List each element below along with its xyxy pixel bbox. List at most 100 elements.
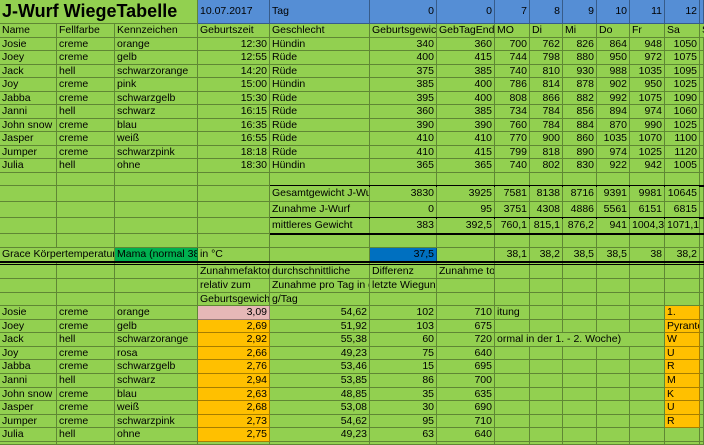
grid-cell bbox=[700, 401, 704, 415]
growth-cell: 75 bbox=[370, 346, 436, 360]
grid-cell bbox=[115, 265, 198, 279]
growth-cell: 2,94 bbox=[198, 374, 269, 387]
growth-cell: creme bbox=[57, 401, 114, 414]
grid-cell bbox=[530, 293, 563, 306]
grid-cell bbox=[563, 414, 597, 429]
puppy-cell: 360 bbox=[437, 37, 494, 50]
day-number: 0 bbox=[437, 0, 494, 23]
column-header: Do bbox=[597, 24, 629, 37]
puppy-cell: 866 bbox=[530, 91, 562, 104]
border-line bbox=[270, 233, 704, 235]
deworming-note: 1. bbox=[665, 306, 699, 319]
puppy-cell: 734 bbox=[495, 105, 529, 118]
puppy-cell: creme bbox=[57, 78, 114, 91]
summary-label: Gesamtgewicht J-Wurf bbox=[270, 186, 369, 201]
grid-cell bbox=[597, 414, 630, 429]
puppy-cell: 950 bbox=[597, 51, 629, 64]
grid-cell bbox=[115, 186, 198, 202]
summary-label: Zunahme J-Wurf bbox=[270, 202, 369, 217]
puppy-cell: blau bbox=[115, 118, 197, 131]
growth-cell: 49,23 bbox=[270, 346, 369, 360]
grid-cell bbox=[700, 37, 704, 51]
summary-value: 760,1 bbox=[495, 218, 529, 233]
puppy-cell: 415 bbox=[437, 145, 494, 158]
temperature-value: 38,5 bbox=[563, 248, 596, 261]
temperature-value: 38 bbox=[630, 248, 664, 261]
grid-cell bbox=[495, 374, 530, 388]
puppy-cell: schwarzgelb bbox=[115, 91, 197, 104]
grid-cell bbox=[437, 279, 495, 293]
puppy-cell: 1100 bbox=[665, 132, 699, 145]
grid-cell bbox=[630, 234, 665, 248]
growth-cell: John snow bbox=[0, 387, 56, 401]
puppy-cell: 1095 bbox=[665, 64, 699, 77]
deworming-note: W bbox=[665, 333, 699, 346]
puppy-cell: hell bbox=[57, 105, 114, 118]
grid-cell bbox=[115, 279, 198, 293]
growth-cell: 710 bbox=[437, 414, 494, 428]
grid-cell bbox=[530, 306, 563, 320]
grid-cell bbox=[0, 202, 57, 218]
grid-cell bbox=[700, 306, 704, 320]
grid-cell bbox=[597, 306, 630, 320]
summary-value: 6815 bbox=[665, 202, 699, 217]
summary-value: 3925 bbox=[437, 186, 494, 201]
day-number: 10 bbox=[597, 0, 629, 23]
growth-cell: Jasper bbox=[0, 401, 56, 414]
grid-cell bbox=[495, 265, 530, 279]
grid-cell bbox=[700, 145, 704, 159]
puppy-cell: 784 bbox=[530, 105, 562, 118]
puppy-cell: 400 bbox=[437, 91, 494, 104]
grid-cell bbox=[437, 248, 495, 262]
growth-cell: hell bbox=[57, 333, 114, 346]
temperature-value: 38,2 bbox=[530, 248, 562, 261]
grid-cell bbox=[495, 428, 530, 442]
puppy-cell: John snow bbox=[0, 118, 56, 131]
grid-cell bbox=[530, 401, 563, 415]
puppy-cell: creme bbox=[57, 91, 114, 104]
puppy-cell: 400 bbox=[437, 78, 494, 91]
grid-cell bbox=[597, 346, 630, 361]
temperature-note: Mama (normal 38, bbox=[115, 248, 197, 261]
growth-cell: schwarzorange bbox=[115, 333, 197, 346]
growth-cell: 51,92 bbox=[270, 319, 369, 333]
grid-cell bbox=[0, 186, 57, 202]
grid-cell bbox=[57, 234, 115, 248]
puppy-cell: 818 bbox=[530, 145, 562, 158]
day-number: 7 bbox=[495, 0, 529, 23]
puppy-cell: Julia bbox=[0, 159, 56, 172]
grid-cell bbox=[700, 293, 704, 306]
growth-cell: 2,69 bbox=[198, 319, 269, 333]
grid-cell bbox=[630, 293, 665, 306]
growth-header: Geburtsgewicht bbox=[198, 293, 269, 305]
puppy-cell: Rüde bbox=[270, 64, 369, 77]
puppy-cell: Jabba bbox=[0, 91, 56, 104]
grid-cell bbox=[597, 374, 630, 388]
puppy-cell: weiß bbox=[115, 132, 197, 145]
grid-cell bbox=[530, 414, 563, 429]
grid-cell bbox=[630, 360, 665, 374]
grid-cell bbox=[700, 279, 704, 293]
grid-cell bbox=[665, 265, 700, 279]
grid-cell bbox=[630, 346, 665, 361]
summary-value: 10645 bbox=[665, 186, 699, 201]
growth-cell: 700 bbox=[437, 374, 494, 387]
temperature-label: Grace Körpertemperatur bbox=[0, 248, 114, 261]
puppy-cell: 884 bbox=[563, 118, 596, 131]
grid-cell bbox=[597, 234, 630, 248]
growth-cell: 2,75 bbox=[198, 428, 269, 441]
grid-cell bbox=[115, 202, 198, 218]
puppy-cell: Josie bbox=[0, 37, 56, 50]
puppy-cell: Rüde bbox=[270, 51, 369, 64]
puppy-cell: 1070 bbox=[630, 132, 664, 145]
grid-cell bbox=[563, 306, 597, 320]
grid-cell bbox=[530, 374, 563, 388]
puppy-cell: Rüde bbox=[270, 91, 369, 104]
column-header: Geburtsgewicht bbox=[370, 24, 436, 37]
puppy-cell: 410 bbox=[437, 132, 494, 145]
temperature-value: 38,1 bbox=[495, 248, 529, 261]
summary-value: 9391 bbox=[597, 186, 629, 201]
grid-cell bbox=[700, 64, 704, 78]
note: ormal in der 1. - 2. Woche) bbox=[495, 333, 664, 346]
grid-cell bbox=[630, 265, 665, 279]
